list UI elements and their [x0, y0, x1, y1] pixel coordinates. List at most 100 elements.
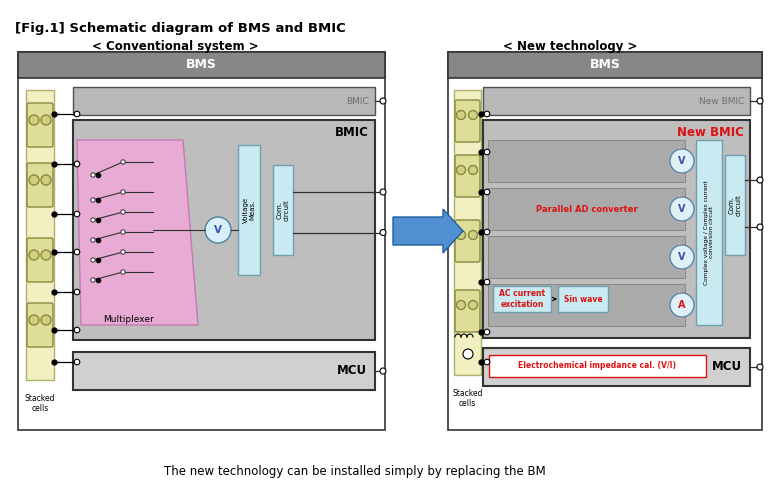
Circle shape — [41, 115, 51, 125]
Bar — [725, 155, 745, 255]
Circle shape — [380, 229, 386, 236]
FancyArrow shape — [393, 209, 463, 253]
Circle shape — [29, 175, 39, 185]
Circle shape — [74, 289, 80, 295]
Circle shape — [380, 189, 386, 195]
Text: MCU: MCU — [337, 365, 367, 378]
Text: A: A — [678, 300, 685, 310]
Text: < New technology >: < New technology > — [503, 40, 637, 53]
Text: BMS: BMS — [186, 59, 217, 72]
Circle shape — [74, 359, 80, 365]
Circle shape — [757, 177, 763, 183]
Bar — [696, 140, 722, 325]
FancyBboxPatch shape — [27, 238, 53, 282]
Circle shape — [74, 327, 80, 333]
Bar — [18, 52, 385, 430]
Circle shape — [29, 115, 39, 125]
Circle shape — [456, 165, 466, 175]
Circle shape — [91, 258, 95, 262]
Circle shape — [670, 197, 694, 221]
Text: Electrochemical impedance cal. (V/I): Electrochemical impedance cal. (V/I) — [519, 362, 676, 370]
Circle shape — [484, 111, 490, 117]
Circle shape — [469, 165, 477, 175]
Text: Multiplexer: Multiplexer — [103, 315, 153, 324]
Text: BMS: BMS — [590, 59, 621, 72]
Bar — [483, 348, 750, 386]
Circle shape — [91, 238, 95, 242]
Circle shape — [670, 293, 694, 317]
Bar — [238, 145, 260, 275]
Circle shape — [670, 149, 694, 173]
Bar — [493, 286, 551, 312]
Circle shape — [74, 211, 80, 217]
FancyBboxPatch shape — [455, 155, 480, 197]
Circle shape — [41, 250, 51, 260]
Circle shape — [757, 224, 763, 230]
Text: Sin wave: Sin wave — [564, 294, 602, 304]
FancyBboxPatch shape — [27, 163, 53, 207]
Circle shape — [91, 198, 95, 202]
Circle shape — [469, 301, 477, 309]
Bar — [454, 90, 481, 375]
Circle shape — [205, 217, 231, 243]
Circle shape — [74, 111, 80, 117]
Text: V: V — [678, 252, 685, 262]
Text: V: V — [678, 204, 685, 214]
Text: [Fig.1] Schematic diagram of BMS and BMIC: [Fig.1] Schematic diagram of BMS and BMI… — [15, 22, 345, 35]
Bar — [489, 355, 706, 377]
Bar — [26, 90, 54, 380]
Text: Complex voltage / Complex current
conversion circuit: Complex voltage / Complex current conver… — [704, 180, 715, 285]
Text: AC current
excitation: AC current excitation — [499, 289, 545, 309]
Wedge shape — [678, 243, 692, 271]
Bar — [483, 87, 750, 115]
Bar — [18, 52, 385, 78]
Bar — [558, 286, 608, 312]
Text: New BMIC: New BMIC — [699, 97, 744, 105]
Wedge shape — [678, 147, 692, 175]
Circle shape — [121, 210, 125, 214]
Bar — [483, 120, 750, 338]
Polygon shape — [77, 140, 198, 325]
Circle shape — [91, 173, 95, 177]
Text: Parallel AD converter: Parallel AD converter — [536, 204, 638, 214]
Text: BMIC: BMIC — [335, 125, 369, 139]
Text: V: V — [678, 156, 685, 166]
Text: Stacked
cells: Stacked cells — [25, 394, 56, 413]
Circle shape — [121, 230, 125, 234]
Text: < Conventional system >: < Conventional system > — [92, 40, 258, 53]
Circle shape — [74, 249, 80, 255]
Bar — [73, 120, 375, 340]
Wedge shape — [678, 291, 692, 319]
Wedge shape — [678, 195, 692, 223]
Bar — [448, 52, 762, 430]
FancyBboxPatch shape — [27, 303, 53, 347]
Text: V: V — [214, 225, 222, 235]
Circle shape — [41, 315, 51, 325]
FancyBboxPatch shape — [455, 290, 480, 332]
Circle shape — [484, 229, 490, 235]
Circle shape — [91, 218, 95, 222]
Bar — [73, 87, 375, 115]
Bar — [273, 165, 293, 255]
Circle shape — [469, 110, 477, 120]
Circle shape — [484, 359, 490, 365]
Bar — [488, 140, 685, 182]
Circle shape — [29, 250, 39, 260]
Circle shape — [91, 278, 95, 282]
Circle shape — [757, 364, 763, 370]
Circle shape — [484, 279, 490, 285]
Circle shape — [456, 110, 466, 120]
FancyBboxPatch shape — [455, 100, 480, 142]
Bar — [488, 236, 685, 278]
Circle shape — [74, 161, 80, 167]
Circle shape — [121, 160, 125, 164]
Circle shape — [121, 250, 125, 254]
Circle shape — [456, 230, 466, 240]
Text: Stacked
cells: Stacked cells — [453, 389, 483, 408]
Circle shape — [380, 368, 386, 374]
Circle shape — [484, 149, 490, 155]
FancyBboxPatch shape — [27, 103, 53, 147]
Bar — [448, 52, 762, 78]
Circle shape — [757, 98, 763, 104]
Text: New BMIC: New BMIC — [677, 125, 744, 139]
